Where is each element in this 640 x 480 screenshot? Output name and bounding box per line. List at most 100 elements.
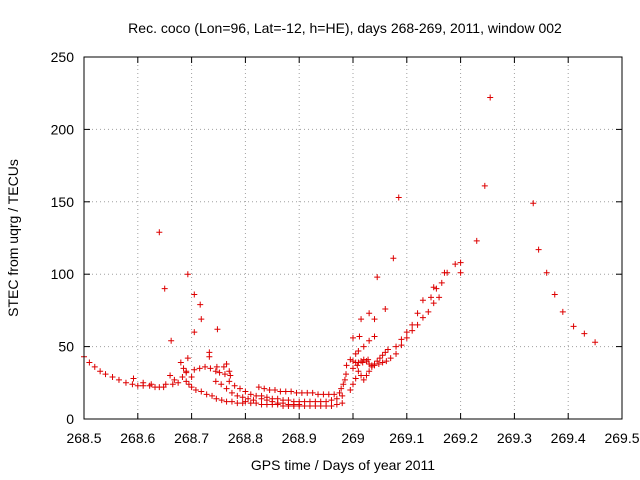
data-point-marker	[376, 355, 383, 362]
data-point-marker	[333, 401, 340, 408]
data-point-marker	[290, 401, 297, 408]
data-point-marker	[161, 285, 168, 292]
data-point-marker	[383, 358, 390, 365]
x-axis-ticks: 268.5 268.6 268.7 268.8 268.9 269 269.1 269.2 26…	[66, 57, 640, 446]
data-point-marker	[188, 384, 195, 391]
y-axis-ticks: 0 50 100 150 200 250	[51, 49, 622, 427]
data-point-marker	[441, 269, 448, 276]
data-point-marker	[452, 261, 459, 268]
y-tick-label: 50	[58, 339, 74, 355]
data-point-marker	[169, 381, 176, 388]
data-point-marker	[212, 378, 219, 385]
data-point-marker	[481, 182, 488, 189]
x-tick-label: 269.1	[389, 430, 424, 446]
data-point-marker	[296, 401, 303, 408]
data-point-marker	[288, 388, 295, 395]
data-point-marker	[382, 349, 389, 356]
data-point-marker	[183, 368, 190, 375]
data-point-marker	[253, 392, 260, 399]
data-point-marker	[359, 359, 366, 366]
data-point-marker	[214, 326, 221, 333]
data-point-marker	[395, 194, 402, 201]
data-point-marker	[223, 360, 230, 367]
x-tick-label: 268.7	[174, 430, 209, 446]
data-point-marker	[130, 375, 137, 382]
data-point-marker	[102, 371, 109, 378]
data-point-marker	[530, 200, 537, 207]
data-point-marker	[171, 376, 178, 383]
data-point-marker	[592, 339, 599, 346]
data-point-marker	[213, 363, 220, 370]
data-point-marker	[223, 398, 230, 405]
data-point-marker	[328, 397, 335, 404]
data-point-marker	[323, 398, 330, 405]
x-tick-label: 268.5	[66, 430, 101, 446]
data-point-marker	[433, 285, 440, 292]
data-point-marker	[198, 316, 205, 323]
data-point-marker	[162, 381, 169, 388]
data-point-marker	[184, 271, 191, 278]
data-point-marker	[301, 398, 308, 405]
data-point-marker	[339, 392, 346, 399]
data-point-marker	[196, 365, 203, 372]
data-point-marker	[419, 314, 426, 321]
data-point-marker	[184, 355, 191, 362]
data-point-marker	[293, 389, 300, 396]
data-point-marker	[218, 397, 225, 404]
x-tick-label: 269.5	[604, 430, 639, 446]
grid-lines	[84, 57, 622, 419]
data-point-marker	[398, 342, 405, 349]
data-point-marker	[258, 401, 265, 408]
data-point-marker	[328, 402, 335, 409]
data-point-marker	[338, 385, 345, 392]
y-tick-label: 0	[66, 411, 74, 427]
data-point-marker	[473, 237, 480, 244]
data-point-marker	[379, 359, 386, 366]
data-point-marker	[242, 398, 249, 405]
data-point-marker	[355, 368, 362, 375]
data-point-marker	[325, 391, 332, 398]
data-point-marker	[266, 387, 273, 394]
data-point-marker	[109, 374, 116, 381]
data-point-marker	[253, 400, 260, 407]
data-point-marker	[355, 347, 362, 354]
data-point-marker	[360, 343, 367, 350]
data-point-marker	[487, 94, 494, 101]
data-point-marker	[247, 391, 254, 398]
data-point-marker	[350, 381, 356, 388]
data-point-marker	[97, 368, 104, 375]
x-tick-label: 269.3	[497, 430, 532, 446]
data-point-marker	[209, 392, 216, 399]
data-point-marker	[115, 376, 122, 383]
data-point-marker	[180, 365, 187, 372]
data-point-marker	[202, 363, 209, 370]
data-point-marker	[245, 395, 252, 402]
y-tick-label: 200	[51, 121, 75, 137]
data-point-marker	[414, 310, 421, 317]
data-point-marker	[304, 389, 311, 396]
data-point-marker	[414, 321, 421, 328]
data-point-marker	[134, 382, 141, 389]
data-point-marker	[231, 382, 238, 389]
chart-title: Rec. coco (Lon=96, Lat=-12, h=HE), days …	[128, 20, 562, 36]
data-point-marker	[212, 368, 219, 375]
data-point-marker	[358, 316, 365, 323]
x-tick-label: 268.6	[120, 430, 155, 446]
data-point-marker	[366, 337, 373, 344]
data-point-marker	[398, 336, 405, 343]
data-point-marker	[261, 385, 268, 392]
data-point-marker	[237, 385, 244, 392]
data-point-marker	[213, 395, 220, 402]
data-point-marker	[551, 291, 558, 298]
data-point-marker	[352, 375, 359, 382]
data-point-marker	[390, 255, 397, 262]
data-point-marker	[148, 381, 155, 388]
x-tick-label: 269	[341, 430, 365, 446]
data-point-marker	[91, 363, 98, 370]
data-point-marker	[393, 350, 400, 357]
data-point-marker	[216, 369, 223, 376]
data-point-marker	[221, 371, 228, 378]
data-point-marker	[354, 362, 361, 369]
data-point-marker	[430, 284, 437, 291]
